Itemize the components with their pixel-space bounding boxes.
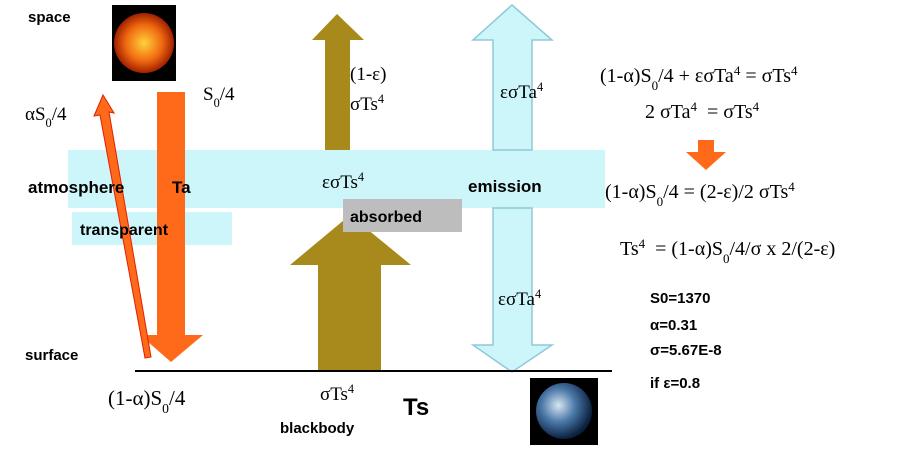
text-run: Ts (403, 394, 429, 421)
superscript: 4 (537, 80, 543, 94)
text-run: σTs (350, 94, 378, 115)
text-run: = σTs (740, 65, 791, 87)
surface-emission-arrow (290, 215, 411, 370)
text-run: absorbed (350, 209, 422, 226)
param-sigma: σ=5.67E-8 (650, 342, 722, 359)
superscript: 4 (791, 63, 798, 78)
text-run: σTs (320, 384, 348, 405)
text-run: emission (468, 177, 542, 196)
text-run: αS (25, 104, 46, 125)
eq2: 2 σTa4 = σTs4 (645, 99, 760, 124)
emission: emission (468, 177, 542, 196)
text-run: (1-α)S (600, 65, 652, 87)
derivation-arrow (686, 140, 726, 170)
text-run: εσTa (498, 289, 536, 310)
text-run: S (203, 84, 214, 105)
ta: Ta (172, 178, 191, 197)
superscript: 4 (378, 92, 384, 106)
superscript: 4 (788, 179, 795, 194)
emission-up-arrow (473, 5, 552, 150)
text-run: /4 (220, 84, 235, 105)
text-run: S0=1370 (650, 290, 710, 307)
text-run: 2 σTa (645, 101, 691, 123)
text-run: εσTs (322, 172, 358, 193)
surface-in: (1-α)S0/4 (108, 386, 186, 416)
emission-up: εσTa4 (500, 80, 543, 103)
text-run: /4 (169, 386, 186, 410)
param-alpha: α=0.31 (650, 317, 697, 334)
surface: surface (25, 347, 78, 364)
text-run: /4 = (2-ε)/2 σTs (663, 181, 788, 203)
escape-1: (1-ε) (350, 64, 386, 85)
text-run: surface (25, 347, 78, 364)
text-run: Ta (172, 178, 191, 197)
transparent: transparent (80, 222, 169, 239)
absorbed-flux: εσTs4 (322, 170, 364, 193)
text-run: /4 (52, 104, 67, 125)
text-run: εσTa (500, 82, 538, 103)
text-run: (1-α)S (108, 386, 162, 410)
atmosphere: atmosphere (28, 178, 124, 197)
superscript: 4 (348, 382, 354, 396)
eq4: Ts4 = (1-α)S0/4/σ x 2/(2-ε) (620, 236, 835, 266)
superscript: 4 (753, 99, 760, 114)
text-run: (1-α)S (605, 181, 657, 203)
text-run: transparent (80, 222, 169, 239)
text-run: if ε=0.8 (650, 375, 700, 392)
absorbed: absorbed (350, 209, 422, 226)
earth (536, 383, 592, 439)
escape-2: σTs4 (350, 92, 384, 115)
superscript: 4 (535, 287, 541, 301)
incoming: S0/4 (203, 84, 235, 110)
emission-down: εσTa4 (498, 287, 541, 310)
text-run: α=0.31 (650, 317, 697, 334)
text-run: /4 + εσTa (658, 65, 734, 87)
param-eps: if ε=0.8 (650, 375, 700, 392)
text-run: space (28, 9, 71, 26)
reflected: αS0/4 (25, 104, 67, 130)
param-s0: S0=1370 (650, 290, 710, 307)
ts: Ts (403, 394, 429, 421)
text-run: Ts (620, 238, 639, 260)
text-run: atmosphere (28, 178, 124, 197)
superscript: 4 (358, 170, 364, 184)
eq1: (1-α)S0/4 + εσTa4 = σTs4 (600, 63, 798, 93)
blackbody: blackbody (280, 420, 355, 437)
text-run: (1-ε) (350, 64, 386, 85)
text-run: = (1-α)S (645, 238, 723, 260)
text-run: blackbody (280, 420, 355, 437)
surface-out: σTs4 (320, 382, 354, 405)
text-run: = σTs (697, 101, 753, 123)
diagram: spaceαS0/4S0/4(1-ε)σTs4εσTa4atmosphereTa… (0, 0, 902, 449)
text-run: σ=5.67E-8 (650, 342, 722, 359)
eq3: (1-α)S0/4 = (2-ε)/2 σTs4 (605, 179, 795, 209)
sun (114, 13, 174, 73)
text-run: /4/σ x 2/(2-ε) (729, 238, 835, 260)
space: space (28, 9, 71, 26)
